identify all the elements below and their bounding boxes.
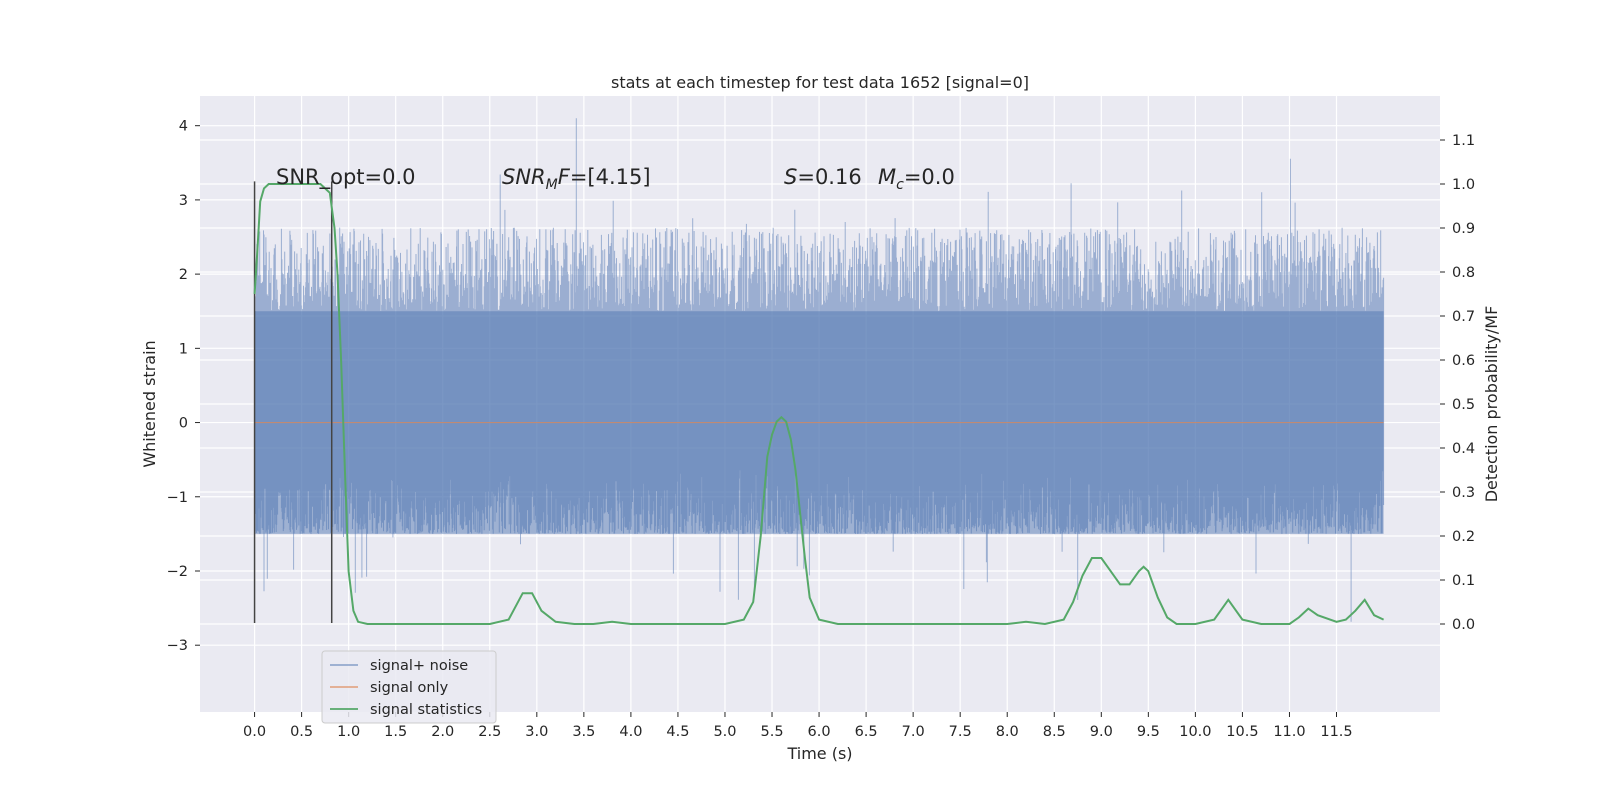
x-tick-label: 0.5 (290, 724, 313, 740)
y-tick-label-right: 0.6 (1452, 353, 1475, 369)
x-tick-label: 5.0 (713, 724, 736, 740)
y-tick-label-left: −3 (167, 638, 188, 654)
annotation-s-label: S (784, 165, 797, 189)
annotation-mc-sub: c (896, 177, 904, 193)
annotation-snr-mf-f: F (558, 165, 571, 189)
series-signal-statistics (253, 183, 1385, 626)
x-tick-label: 2.0 (431, 724, 454, 740)
x-tick-label: 10.0 (1179, 724, 1211, 740)
x-tick-label: 0.0 (243, 724, 266, 740)
y-tick-label-left: 2 (179, 267, 188, 283)
y-tick-label-right: 0.3 (1452, 485, 1475, 501)
y-axis-label-right: Detection probability/MF (1482, 306, 1501, 503)
x-tick-label: 1.0 (337, 724, 360, 740)
y-tick-label-right: 0.1 (1452, 573, 1475, 589)
y-tick-label-right: 1.1 (1452, 133, 1475, 149)
y-tick-label-left: 0 (179, 416, 188, 432)
y-tick-label-left: −2 (167, 564, 188, 580)
y-tick-label-right: 0.5 (1452, 397, 1475, 413)
y-tick-label-left: −1 (167, 490, 188, 506)
annotation-snr-mf: SNRMF=[4.15] (502, 165, 651, 193)
legend-label-noise: signal+ noise (370, 658, 468, 674)
axes-layer: 0.0 0.5 1.0 1.5 2.0 2.5 3.0 3.5 4.0 4.5 5.0 5.5 6.0 6… (167, 119, 1475, 740)
x-tick-label: 4.5 (666, 724, 689, 740)
y-tick-label-right: 1.0 (1452, 177, 1475, 193)
x-tick-label: 8.0 (996, 724, 1019, 740)
annotation-snr-mf-label: SNR (502, 165, 546, 189)
series-line-signal-statistics (253, 183, 1385, 626)
y-tick-label-right: 0.8 (1452, 265, 1475, 281)
legend-box (321, 650, 497, 724)
x-tick-label: 11.0 (1273, 724, 1305, 740)
y-axis-label-left: Whitened strain (140, 340, 159, 467)
annotation-s: S=0.16 (784, 165, 862, 189)
x-tick-label: 6.0 (808, 724, 831, 740)
x-tick-label: 7.0 (902, 724, 925, 740)
y-tick-label-right: 0.2 (1452, 529, 1475, 545)
x-tick-label: 6.5 (855, 724, 878, 740)
annotation-snr-mf-rest: F=[4.15] (558, 165, 651, 189)
x-tick-label: 3.0 (525, 724, 548, 740)
annotations: SNR_opt=0.0 SNRMF=[4.15] S=0.16 Mc=0.0 (276, 165, 955, 193)
x-tick-label: 2.5 (478, 724, 501, 740)
x-tick-label: 4.0 (619, 724, 642, 740)
annotation-snr-mf-value: =[4.15] (570, 165, 651, 189)
x-tick-label: 11.5 (1320, 724, 1352, 740)
x-tick-label: 7.5 (949, 724, 972, 740)
x-tick-label: 10.5 (1226, 724, 1258, 740)
x-tick-label: 1.5 (384, 724, 407, 740)
window-markers (253, 181, 333, 623)
x-tick-label: 3.5 (572, 724, 595, 740)
annotation-snr-opt: SNR_opt=0.0 (276, 165, 416, 190)
y-tick-label-right: 0.0 (1452, 617, 1475, 633)
annotation-snr-mf-sub: M (546, 177, 558, 193)
annotation-mc-value: =0.0 (904, 165, 955, 189)
y-tick-label-left: 4 (179, 119, 188, 135)
x-tick-label: 9.5 (1137, 724, 1160, 740)
y-tick-label-left: 1 (179, 341, 188, 357)
y-tick-label-right: 0.4 (1452, 441, 1475, 457)
x-axis-label: Time (s) (786, 744, 852, 763)
legend-label-stats: signal statistics (370, 702, 482, 718)
y-tick-label-left: 3 (179, 193, 188, 209)
x-tick-label: 8.5 (1043, 724, 1066, 740)
annotation-mc: Mc=0.0 (878, 165, 955, 193)
x-tick-label: 9.0 (1090, 724, 1113, 740)
x-tick-label: 5.5 (760, 724, 783, 740)
y-tick-label-right: 0.7 (1452, 309, 1475, 325)
chart-title: stats at each timestep for test data 165… (611, 73, 1029, 92)
annotation-mc-label: M (878, 165, 896, 189)
legend: signal+ noise signal only signal statist… (321, 650, 497, 724)
annotation-s-value: =0.16 (797, 165, 861, 189)
legend-label-signal: signal only (370, 680, 449, 696)
y-tick-label-right: 0.9 (1452, 221, 1475, 237)
